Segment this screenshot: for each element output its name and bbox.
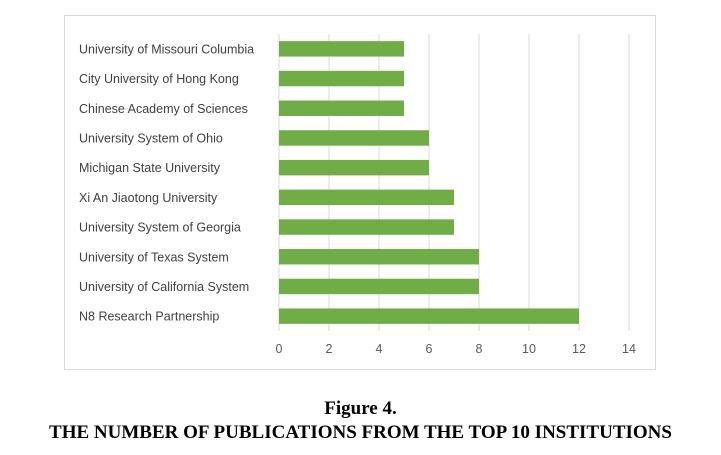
category-label: Xi An Jiaotong University [79,191,218,205]
bar [279,189,454,206]
category-label: University System of Ohio [79,131,223,145]
x-tick-label: 12 [572,342,586,356]
category-label: N8 Research Partnership [79,310,219,324]
x-tick-label: 14 [622,342,636,356]
x-axis-tick-labels: 0 2 4 6 8 10 12 14 [276,342,636,356]
figure-number: Figure 4. [324,398,397,419]
x-tick-label: 4 [376,342,383,356]
bars [279,41,579,324]
x-tick-label: 2 [326,342,333,356]
category-label: University System of Georgia [79,221,241,235]
category-label: Michigan State University [79,161,221,175]
figure-title: THE NUMBER OF PUBLICATIONS FROM THE TOP … [49,422,672,443]
bar [279,219,454,235]
bar [279,308,579,324]
category-labels: University of Missouri Columbia City Univ… [79,42,254,323]
category-label: Chinese Academy of Sciences [79,102,248,116]
bar [279,70,404,87]
x-tick-label: 0 [276,342,283,356]
bar [279,278,479,295]
chart-area: University of Missouri Columbia City Univ… [64,15,656,370]
bar [279,41,404,57]
x-tick-label: 10 [522,342,536,356]
category-label: University of Texas System [79,250,229,264]
category-label: City University of Hong Kong [79,72,239,86]
x-tick-label: 6 [426,342,433,356]
bar-chart: University of Missouri Columbia City Univ… [79,34,636,356]
bar [279,249,479,265]
bar [279,100,404,116]
category-label: University of Missouri Columbia [79,42,254,56]
bar [279,130,429,146]
bar [279,159,429,176]
category-label: University of California System [79,280,249,294]
x-tick-label: 8 [476,342,483,356]
